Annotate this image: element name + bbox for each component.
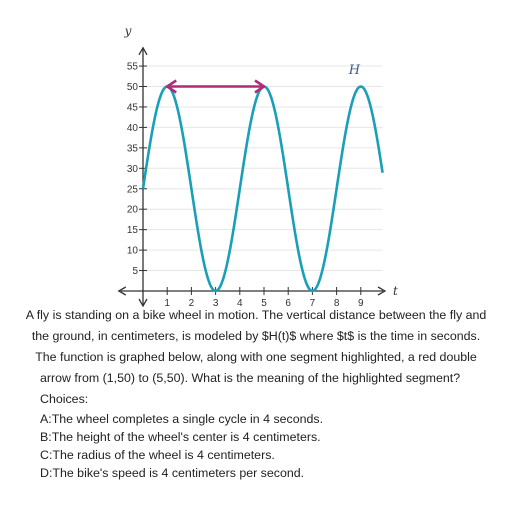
x-axis-arrow-right [377, 286, 387, 296]
question-text: A fly is standing on a bike wheel in mot… [0, 305, 512, 482]
x-tick-label: 8 [334, 298, 340, 309]
y-tick-label: 15 [127, 225, 139, 236]
x-tick-label: 4 [237, 298, 243, 309]
y-tick-label: 50 [127, 82, 139, 93]
question-line: The function is graphed below, along wit… [35, 350, 477, 364]
x-tick-label: 6 [285, 298, 291, 309]
y-tick-label: 5 [132, 266, 138, 277]
choice-d: D:The bike's speed is 4 centimeters per … [40, 466, 305, 480]
choice-c: C:The radius of the wheel is 4 centimete… [40, 448, 275, 462]
y-axis-label: y [124, 24, 132, 38]
y-tick-label: 35 [127, 143, 139, 154]
x-tick-label: 9 [358, 298, 364, 309]
highlight-arrowhead-right [254, 79, 266, 94]
y-axis-arrow-up [138, 46, 148, 56]
x-tick-label: 7 [310, 298, 316, 309]
y-tick-label: 55 [127, 62, 139, 73]
choice-a: A:The wheel completes a single cycle in … [40, 412, 324, 426]
x-tick-label: 2 [189, 298, 195, 309]
y-tick-label: 10 [127, 246, 139, 257]
y-tick-label: 30 [127, 164, 139, 175]
y-tick-label: 20 [127, 205, 139, 216]
question-line: the ground, in centimeters, is modeled b… [31, 329, 481, 343]
axes [117, 46, 387, 308]
question-line: A fly is standing on a bike wheel in mot… [25, 308, 487, 322]
series-label-h: H [348, 63, 361, 78]
y-axis-arrow-down [138, 298, 148, 308]
y-tick-label: 25 [127, 184, 139, 195]
highlight [165, 79, 266, 94]
y-tick-label: 45 [127, 102, 139, 113]
x-axis-label: t [393, 284, 398, 298]
grid [143, 65, 383, 272]
x-tick-label: 3 [213, 298, 219, 309]
x-tick-label: 1 [164, 298, 170, 309]
question-line: arrow from (1,50) to (5,50). What is the… [40, 371, 461, 385]
x-tick-label: 5 [261, 298, 267, 309]
choices-label: Choices: [40, 392, 89, 406]
highlight-arrowhead-left [165, 79, 177, 94]
x-axis-arrow-left [117, 286, 127, 296]
y-tick-label: 40 [127, 123, 139, 134]
choice-b: B:The height of the wheel's center is 4 … [40, 430, 321, 444]
